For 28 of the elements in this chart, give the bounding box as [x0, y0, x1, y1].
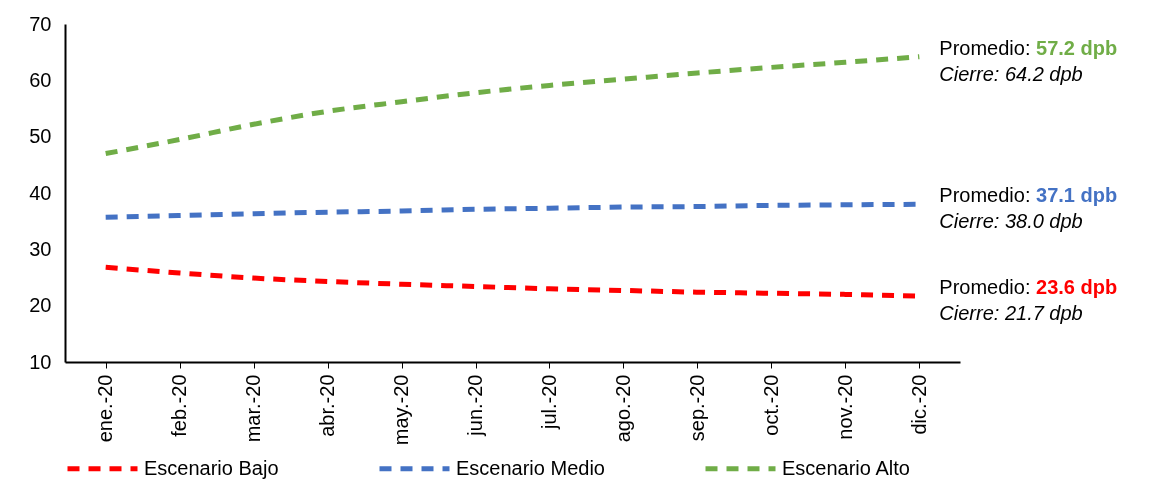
x-tick-label: jun.-20	[464, 374, 487, 437]
x-tick-label: nov.-20	[833, 374, 856, 440]
annotation: Promedio: 37.1 dpb	[939, 184, 1118, 207]
legend-label: Escenario Medio	[456, 456, 605, 479]
x-tick-label: ene.-20	[94, 374, 117, 443]
x-tick-label: ago.-20	[611, 374, 634, 443]
y-tick-label: 20	[29, 294, 52, 317]
x-tick-label: feb.-20	[168, 374, 191, 437]
annotation: Cierre: 21.7 dpb	[939, 302, 1083, 325]
x-tick-label: dic.-20	[907, 374, 930, 435]
annotation: Promedio: 23.6 dpb	[939, 276, 1118, 299]
legend-label: Escenario Bajo	[144, 456, 279, 479]
annotation: Cierre: 64.2 dpb	[939, 62, 1083, 85]
x-tick-label: mar.-20	[242, 374, 265, 443]
x-tick-label: may.-20	[390, 374, 413, 446]
x-tick-label: oct.-20	[759, 374, 782, 436]
x-tick-label: jul.-20	[537, 374, 560, 430]
legend-label: Escenario Alto	[782, 456, 910, 479]
annotation: Cierre: 38.0 dpb	[939, 210, 1083, 233]
y-tick-label: 60	[29, 68, 52, 91]
annotation: Promedio: 57.2 dpb	[939, 36, 1118, 59]
y-tick-label: 30	[29, 237, 52, 260]
y-tick-label: 10	[29, 350, 52, 373]
y-tick-label: 70	[29, 12, 52, 35]
y-tick-label: 50	[29, 125, 52, 148]
x-tick-label: abr.-20	[316, 374, 339, 437]
x-tick-label: sep.-20	[685, 374, 708, 442]
y-tick-label: 40	[29, 181, 52, 204]
